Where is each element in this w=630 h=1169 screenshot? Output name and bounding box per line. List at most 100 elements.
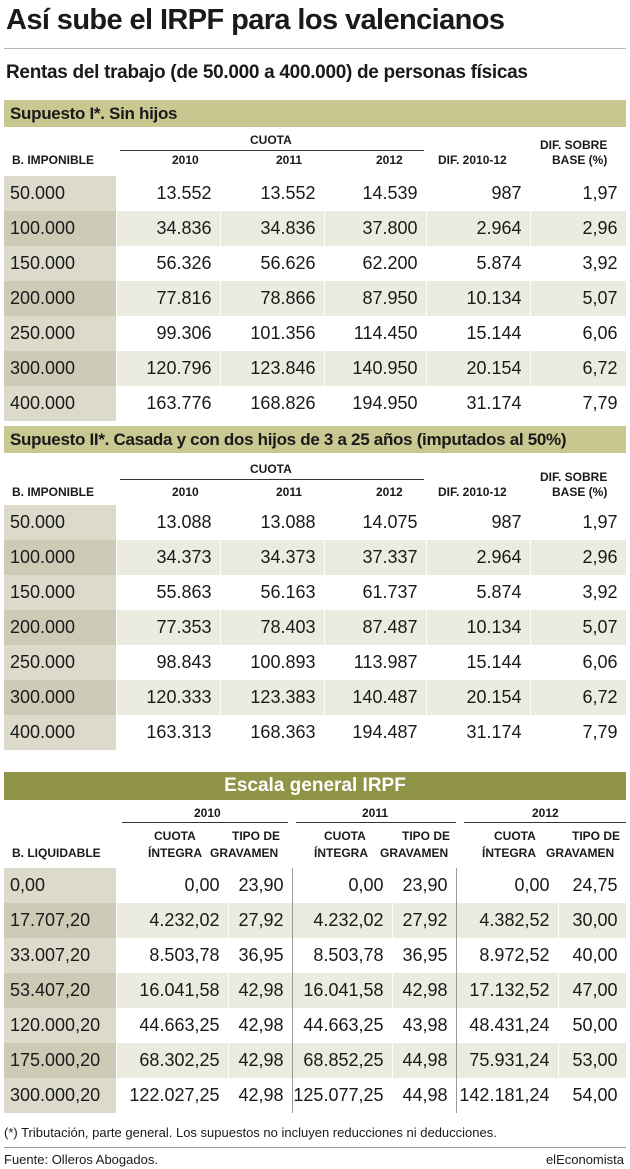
section1-col-2010: 2010 [172,153,199,167]
col-cuota-2010: CUOTA [154,829,196,843]
value-cell: 168.363 [220,715,325,750]
value-cell: 6,72 [530,351,627,386]
value-cell: 16.041,58 [116,973,229,1008]
value-cell: 24,75 [558,868,627,903]
value-cell: 8.972,52 [456,938,559,973]
value-cell: 3,92 [530,575,627,610]
section3-col-base: B. LIQUIDABLE [12,846,101,860]
value-cell: 4.232,02 [292,903,393,938]
table-row: 0,00 0,00 23,90 0,00 23,90 0,00 24,75 [4,868,627,903]
table-row: 300.000 120.796 123.846 140.950 20.154 6,72 [4,351,627,386]
value-cell: 20.154 [426,351,531,386]
title-divider [4,48,626,49]
value-cell: 87.950 [324,281,427,316]
page-title: Así sube el IRPF para los valencianos [6,4,505,36]
value-cell: 77.353 [116,610,221,645]
col-gravamen-2010: GRAVAMEN [210,846,279,860]
value-cell: 125.077,25 [292,1078,393,1113]
table-row: 50.000 13.552 13.552 14.539 987 1,97 [4,176,627,211]
row-label-cell: 300.000 [4,680,117,715]
value-cell: 2,96 [530,211,627,246]
table-row: 53.407,20 16.041,58 42,98 16.041,58 42,98 17.… [4,973,627,1008]
section1-col-base: B. IMPONIBLE [12,153,95,167]
section2-col-base: B. IMPONIBLE [12,485,95,499]
row-label-cell: 300.000,20 [4,1078,117,1113]
table-row: 100.000 34.373 34.373 37.337 2.964 2,96 [4,540,627,575]
table-row: 400.000 163.776 168.826 194.950 31.174 7,79 [4,386,627,421]
value-cell: 0,00 [116,868,229,903]
value-cell: 168.826 [220,386,325,421]
value-cell: 77.816 [116,281,221,316]
value-cell: 123.383 [220,680,325,715]
value-cell: 5,07 [530,610,627,645]
table-row: 200.000 77.353 78.403 87.487 10.134 5,07 [4,610,627,645]
table-row: 120.000,20 44.663,25 42,98 44.663,25 43,98 48… [4,1008,627,1043]
value-cell: 987 [426,505,531,540]
value-cell: 194.950 [324,386,427,421]
row-label-cell: 150.000 [4,246,117,281]
value-cell: 120.333 [116,680,221,715]
value-cell: 44.663,25 [292,1008,393,1043]
col-integra-2012: ÍNTEGRA [482,846,536,860]
section1-col-difbase-1: DIF. SOBRE [540,138,608,152]
value-cell: 987 [426,176,531,211]
value-cell: 16.041,58 [292,973,393,1008]
value-cell: 40,00 [558,938,627,973]
footer-divider [4,1147,626,1148]
value-cell: 5,07 [530,281,627,316]
table-row: 300.000,20 122.027,25 42,98 125.077,25 44,98… [4,1078,627,1113]
section2-col-2010: 2010 [172,485,199,499]
value-cell: 7,79 [530,386,627,421]
section1-header: B. IMPONIBLE CUOTA 2010 2011 2012 DIF. 2… [4,128,626,176]
value-cell: 44,98 [392,1043,457,1078]
section3-table: 0,00 0,00 23,90 0,00 23,90 0,00 24,75 17.707,20… [4,868,627,1113]
row-label-cell: 400.000 [4,386,117,421]
row-label-cell: 300.000 [4,351,117,386]
value-cell: 34.373 [116,540,221,575]
section1-col-dif: DIF. 2010-12 [438,153,507,167]
value-cell: 8.503,78 [116,938,229,973]
value-cell: 42,98 [228,973,293,1008]
value-cell: 31.174 [426,386,531,421]
table-row: 250.000 99.306 101.356 114.450 15.144 6,06 [4,316,627,351]
value-cell: 55.863 [116,575,221,610]
value-cell: 13.088 [116,505,221,540]
value-cell: 14.539 [324,176,427,211]
value-cell: 163.313 [116,715,221,750]
col-tipo-2010: TIPO DE [232,829,281,843]
value-cell: 34.373 [220,540,325,575]
value-cell: 42,98 [228,1008,293,1043]
section2-header: B. IMPONIBLE CUOTA 2010 2011 2012 DIF. 2… [4,454,626,502]
table-row: 33.007,20 8.503,78 36,95 8.503,78 36,95 8.972… [4,938,627,973]
col-integra-2011: ÍNTEGRA [314,846,368,860]
section2-col-2011: 2011 [276,485,303,499]
value-cell: 194.487 [324,715,427,750]
value-cell: 87.487 [324,610,427,645]
value-cell: 17.132,52 [456,973,559,1008]
value-cell: 100.893 [220,645,325,680]
section2-col-2012: 2012 [376,485,403,499]
col-tipo-2012: TIPO DE [572,829,621,843]
value-cell: 14.075 [324,505,427,540]
value-cell: 15.144 [426,645,531,680]
value-cell: 13.552 [116,176,221,211]
value-cell: 34.836 [116,211,221,246]
value-cell: 142.181,24 [456,1078,559,1113]
section2-table: 50.000 13.088 13.088 14.075 987 1,97 100.000 34… [4,505,627,750]
row-label-cell: 33.007,20 [4,938,117,973]
section3-header: 2010 2011 2012 B. LIQUIDABLE CUOTA ÍNTEG… [4,800,626,868]
value-cell: 6,72 [530,680,627,715]
value-cell: 8.503,78 [292,938,393,973]
value-cell: 123.846 [220,351,325,386]
value-cell: 68.852,25 [292,1043,393,1078]
table-row: 50.000 13.088 13.088 14.075 987 1,97 [4,505,627,540]
row-label-cell: 250.000 [4,645,117,680]
value-cell: 5.874 [426,246,531,281]
year-underline-2012 [464,822,626,823]
section2-col-difbase-1: DIF. SOBRE [540,470,608,484]
brand-credit: elEconomista [545,1152,624,1167]
value-cell: 2.964 [426,540,531,575]
section2-col-dif: DIF. 2010-12 [438,485,507,499]
value-cell: 101.356 [220,316,325,351]
value-cell: 98.843 [116,645,221,680]
